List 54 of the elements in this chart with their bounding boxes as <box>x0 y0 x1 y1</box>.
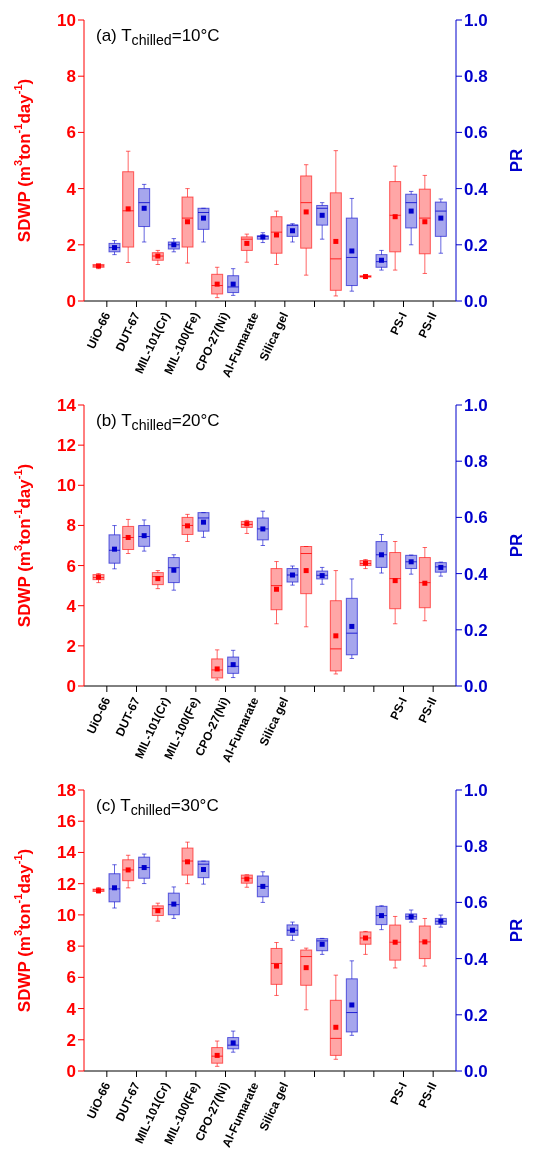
x-tick-label: PS-II <box>415 1080 440 1111</box>
y2-axis-title: PR <box>506 148 526 173</box>
y-tick-label: 8 <box>66 516 76 536</box>
y2-tick-label: 0.2 <box>464 235 488 255</box>
y2-tick-label: 0.8 <box>464 837 488 857</box>
y-tick-label: 8 <box>66 937 76 957</box>
x-tick-label: PS-II <box>415 310 440 341</box>
y-tick-label: 10 <box>57 11 76 31</box>
y2-tick-label: 0.6 <box>464 123 488 143</box>
y-tick-label: 6 <box>66 968 76 988</box>
y-tick-label: 2 <box>66 235 76 255</box>
y2-tick-label: 1.0 <box>464 781 488 801</box>
y-tick-label: 2 <box>66 636 76 656</box>
y-tick-label: 0 <box>66 677 76 697</box>
y-tick-label: 16 <box>57 812 76 832</box>
y2-tick-label: 1.0 <box>464 396 488 416</box>
y2-tick-label: 0.4 <box>464 179 489 199</box>
y-tick-label: 10 <box>57 476 76 496</box>
y-tick-label: 6 <box>66 556 76 576</box>
y2-tick-label: 0.4 <box>464 564 489 584</box>
y-tick-label: 2 <box>66 1030 76 1050</box>
y-tick-label: 18 <box>57 781 76 801</box>
y-tick-label: 8 <box>66 67 76 87</box>
y2-tick-label: 1.0 <box>464 11 488 31</box>
text: (a) T$_{chilled}$=10°C <box>96 26 220 49</box>
y2-axis-title: PR <box>506 918 526 943</box>
y2-tick-label: 0.0 <box>464 292 488 312</box>
y2-tick-label: 0.4 <box>464 949 489 969</box>
y-tick-label: 4 <box>66 596 77 616</box>
y-tick-label: 4 <box>66 999 77 1019</box>
y-tick-label: 6 <box>66 123 76 143</box>
y2-axis-title: PR <box>506 533 526 558</box>
y-tick-label: 10 <box>57 905 76 925</box>
y2-tick-label: 0.6 <box>464 893 488 913</box>
y2-tick-label: 0.0 <box>464 677 488 697</box>
y-tick-label: 14 <box>57 396 77 416</box>
y-tick-label: 0 <box>66 1062 76 1082</box>
x-tick-label: PS-II <box>415 695 440 726</box>
y2-tick-label: 0.8 <box>464 67 488 87</box>
x-tick-label: PS-I <box>387 310 410 338</box>
text: (c) T$_{chilled}$=30°C <box>96 796 219 819</box>
y2-tick-label: 0.2 <box>464 620 488 640</box>
y-tick-label: 12 <box>57 436 76 456</box>
x-tick-label: PS-I <box>387 1080 410 1108</box>
y-tick-label: 14 <box>57 843 77 863</box>
text: (b) T$_{chilled}$=20°C <box>96 411 220 434</box>
y2-tick-label: 0.6 <box>464 508 488 528</box>
y-tick-label: 0 <box>66 292 76 312</box>
y2-tick-label: 0.8 <box>464 452 488 472</box>
y-tick-label: 12 <box>57 874 76 894</box>
y2-tick-label: 0.2 <box>464 1005 488 1025</box>
y-tick-label: 4 <box>66 179 77 199</box>
y2-tick-label: 0.0 <box>464 1062 488 1082</box>
x-tick-label: PS-I <box>387 695 410 723</box>
